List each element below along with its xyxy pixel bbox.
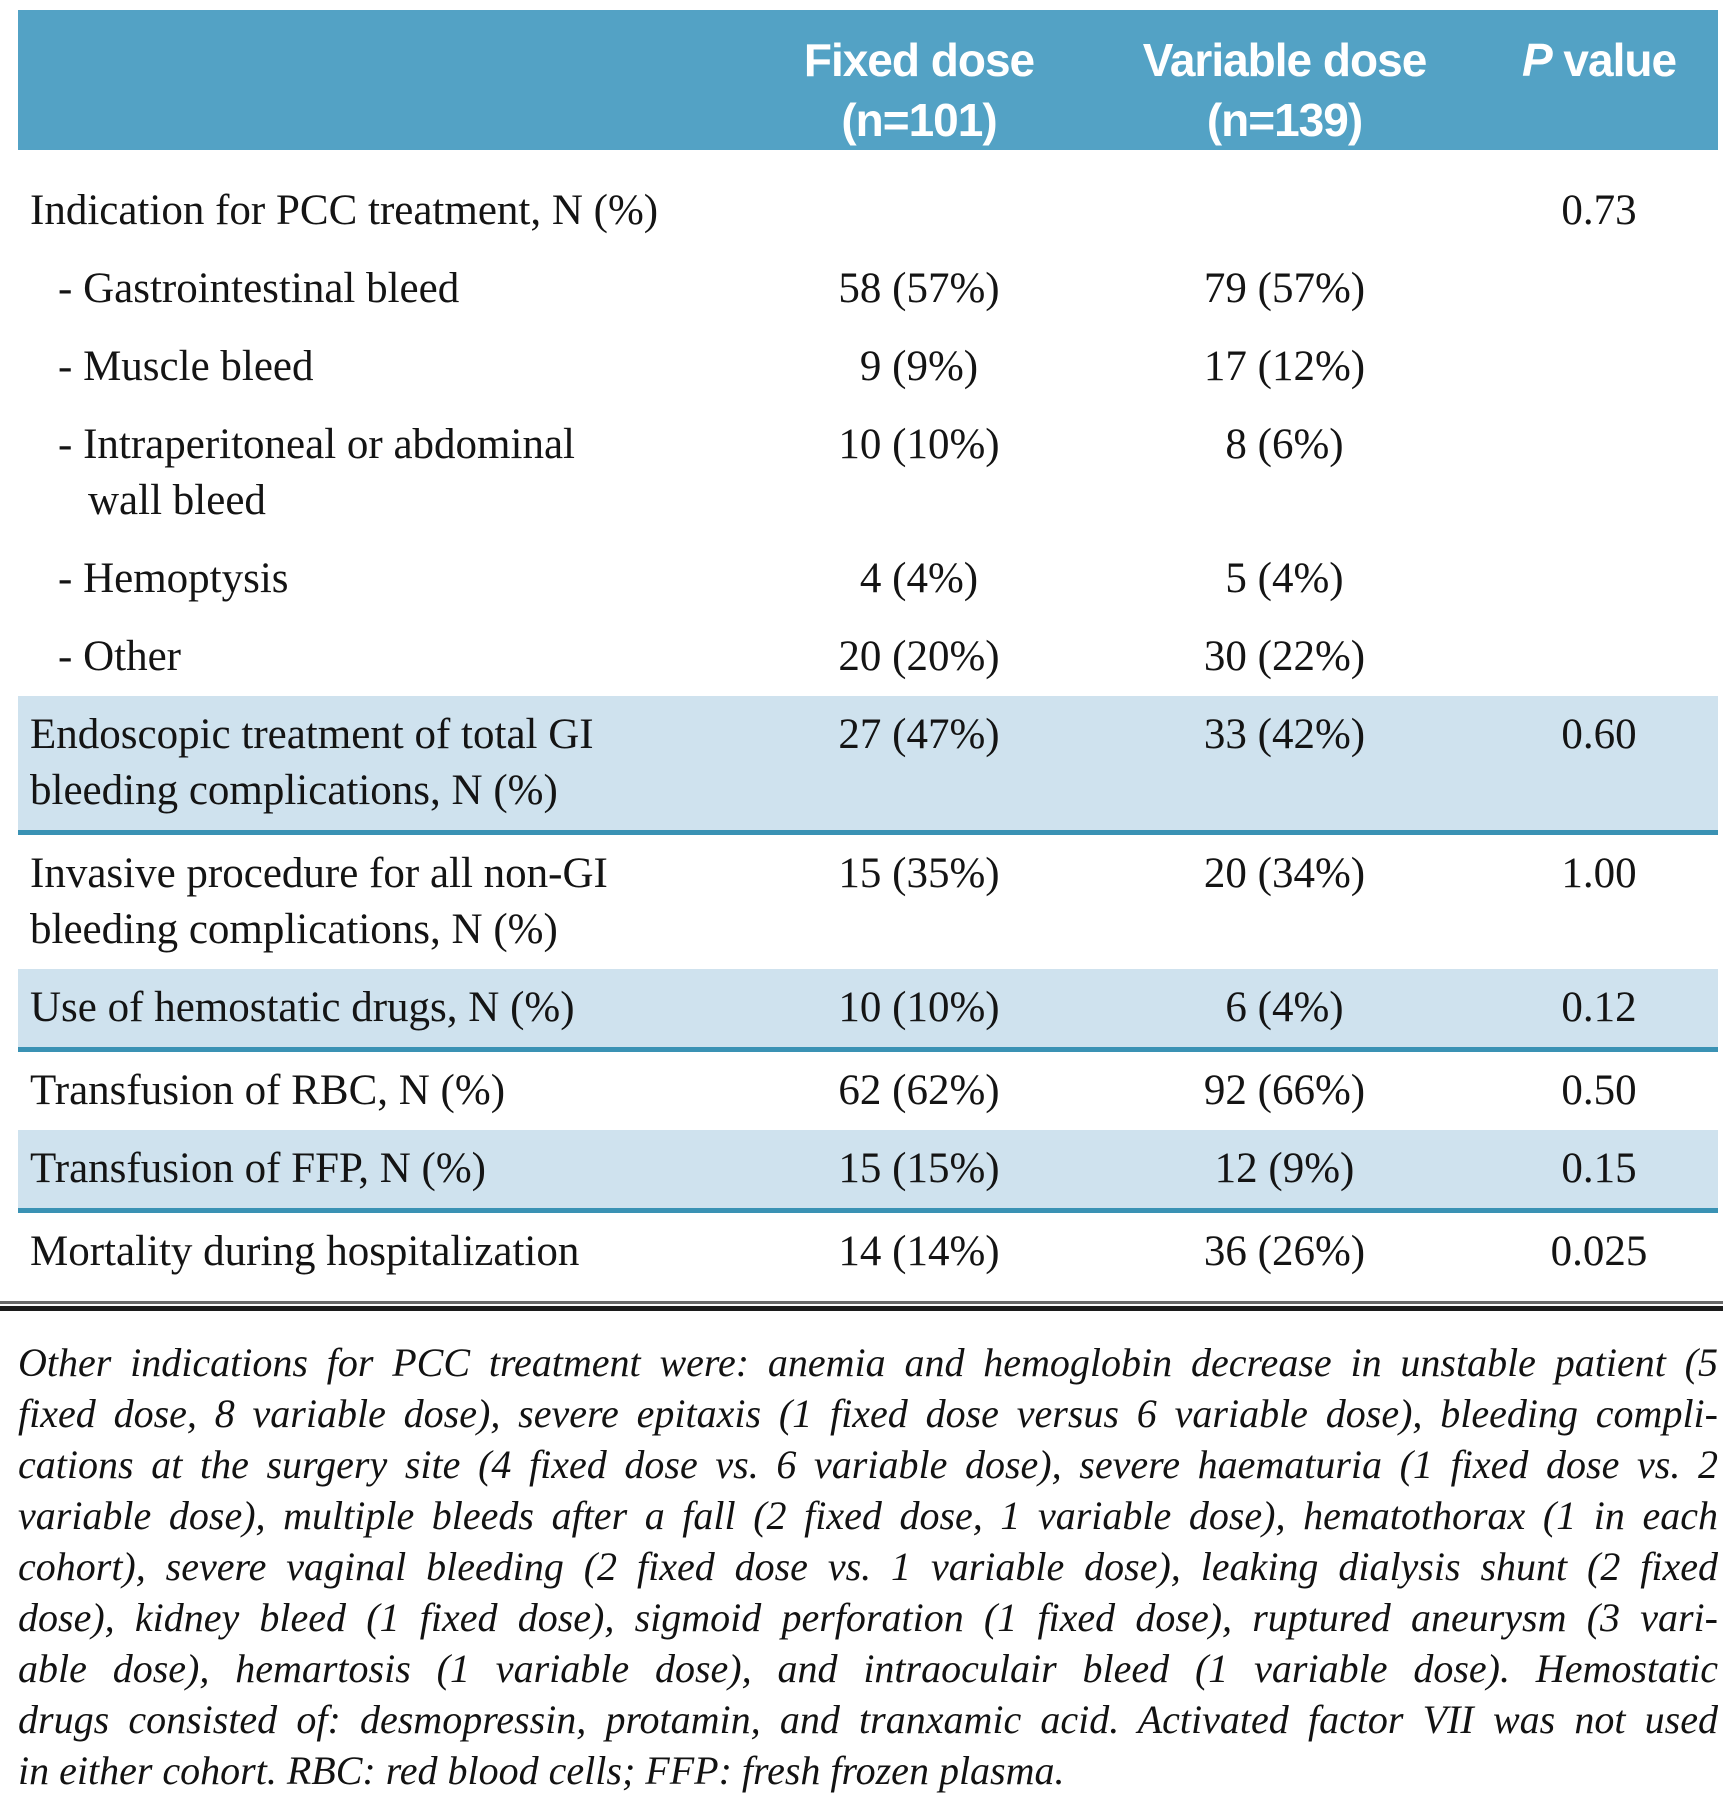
row-label: Transfusion of FFP, N (%): [30, 1145, 486, 1192]
table-row: - Hemoptysis 4 (4%) 5 (4%): [18, 540, 1718, 618]
p-value: 0.60: [1561, 711, 1637, 758]
p-value: 0.50: [1561, 1067, 1637, 1114]
table-row: - Intraperitoneal or abdominal wall blee…: [18, 406, 1718, 540]
row-label: - Intraperitoneal or abdominal: [58, 421, 575, 468]
row-label-cell: Invasive procedure for all non-GI bleedi…: [18, 846, 749, 958]
variable-dose-value: 12 (9%): [1214, 1145, 1355, 1192]
header-fixed-dose-label: Fixed dose: [803, 34, 1035, 86]
row-label-line2: bleeding complications, N (%): [30, 767, 558, 814]
footnote-line: in either cohort. RBC: red blood cells; …: [18, 1748, 1065, 1793]
table-bottom-rule: [0, 1301, 1723, 1311]
fixed-dose-value: 27 (47%): [838, 711, 1000, 758]
fixed-dose-value: 58 (57%): [838, 265, 1000, 312]
footnote-line: dose), kidney bleed (1 fixed dose), sigm…: [18, 1595, 1718, 1640]
pcc-outcomes-table: Fixed dose (n=101) Variable dose (n=139)…: [0, 10, 1723, 1810]
fixed-dose-value: 9 (9%): [859, 343, 979, 390]
row-label: - Other: [58, 633, 181, 680]
header-variable-dose-n: (n=139): [1206, 94, 1363, 146]
footnote-line: able dose), hemartosis (1 variable dose)…: [18, 1646, 1718, 1691]
variable-dose-value: 5 (4%): [1225, 555, 1344, 602]
footnote-line: cations at the surgery site (4 fixed dos…: [18, 1442, 1718, 1487]
row-label: Transfusion of RBC, N (%): [30, 1067, 506, 1114]
footnote: Other indications for PCC treatment were…: [18, 1337, 1718, 1796]
row-label: - Muscle bleed: [58, 343, 314, 390]
row-label-cell: - Muscle bleed: [18, 339, 749, 395]
variable-dose-value: 20 (34%): [1203, 850, 1366, 897]
footnote-line: drugs consisted of: desmopressin, protam…: [18, 1697, 1718, 1742]
row-label-line2: bleeding complications, N (%): [30, 906, 558, 953]
variable-dose-value: 79 (57%): [1203, 265, 1366, 312]
row-label-cell: Mortality during hospitalization: [18, 1224, 749, 1280]
fixed-dose-value: 14 (14%): [838, 1228, 1000, 1275]
row-label: Use of hemostatic drugs, N (%): [30, 984, 575, 1031]
row-label-line2: wall bleed: [88, 477, 266, 524]
p-value: 0.025: [1550, 1228, 1648, 1275]
footnote-line: variable dose), multiple bleeds after a …: [18, 1493, 1718, 1538]
row-label: Invasive procedure for all non-GI: [30, 850, 608, 897]
row-label: Mortality during hospitalization: [30, 1228, 580, 1275]
row-label-cell: Indication for PCC treatment, N (%): [18, 183, 749, 239]
variable-dose-value: 36 (26%): [1203, 1228, 1366, 1275]
row-label-cell: Transfusion of RBC, N (%): [18, 1063, 749, 1119]
row-label-cell: - Intraperitoneal or abdominal wall blee…: [18, 417, 749, 529]
table-row: Mortality during hospitalization 14 (14%…: [18, 1213, 1718, 1291]
row-label: Endoscopic treatment of total GI: [30, 711, 594, 758]
variable-dose-value: 17 (12%): [1203, 343, 1366, 390]
variable-dose-value: 8 (6%): [1225, 421, 1344, 468]
table-row: - Muscle bleed 9 (9%) 17 (12%): [18, 328, 1718, 406]
fixed-dose-value: 15 (15%): [838, 1145, 1000, 1192]
header-p-value: P value: [1480, 30, 1718, 90]
header-fixed-dose-n: (n=101): [841, 94, 997, 146]
table-row: Use of hemostatic drugs, N (%) 10 (10%) …: [18, 969, 1718, 1052]
table-row: Invasive procedure for all non-GI bleedi…: [18, 835, 1718, 969]
header-variable-dose-label: Variable dose: [1142, 34, 1428, 86]
row-label: - Gastrointestinal bleed: [58, 265, 460, 312]
row-label-cell: Use of hemostatic drugs, N (%): [18, 980, 749, 1036]
p-value: 0.73: [1561, 187, 1637, 234]
p-value: 1.00: [1561, 850, 1637, 897]
variable-dose-value: 92 (66%): [1203, 1067, 1366, 1114]
table-row: Transfusion of FFP, N (%) 15 (15%) 12 (9…: [18, 1130, 1718, 1213]
row-label-cell: - Hemoptysis: [18, 551, 749, 607]
fixed-dose-value: 10 (10%): [838, 984, 1000, 1031]
table-row: - Gastrointestinal bleed 58 (57%) 79 (57…: [18, 250, 1718, 328]
p-symbol: P: [1521, 34, 1553, 86]
header-variable-dose: Variable dose (n=139): [1089, 30, 1480, 150]
variable-dose-value: 30 (22%): [1203, 633, 1366, 680]
footnote-line: Other indications for PCC treatment were…: [18, 1340, 1718, 1385]
p-value: 0.15: [1561, 1145, 1637, 1192]
footnote-line: cohort), severe vaginal bleeding (2 fixe…: [18, 1544, 1718, 1589]
table-header: Fixed dose (n=101) Variable dose (n=139)…: [18, 10, 1718, 150]
row-label: - Hemoptysis: [58, 555, 289, 602]
row-label-cell: - Gastrointestinal bleed: [18, 261, 749, 317]
fixed-dose-value: 4 (4%): [859, 555, 979, 602]
header-p-value-label: P value: [1480, 30, 1718, 90]
table-row: - Other 20 (20%) 30 (22%): [18, 618, 1718, 696]
variable-dose-value: 33 (42%): [1203, 711, 1366, 758]
row-label-cell: - Other: [18, 629, 749, 685]
fixed-dose-value: 15 (35%): [838, 850, 1000, 897]
header-fixed-dose: Fixed dose (n=101): [749, 30, 1089, 150]
row-label: Indication for PCC treatment, N (%): [30, 187, 659, 234]
row-label-cell: Transfusion of FFP, N (%): [18, 1141, 749, 1197]
table-row: Transfusion of RBC, N (%) 62 (62%) 92 (6…: [18, 1052, 1718, 1130]
p-value-word: value: [1551, 34, 1677, 86]
table-row: Endoscopic treatment of total GI bleedin…: [18, 696, 1718, 835]
fixed-dose-value: 10 (10%): [838, 421, 1000, 468]
variable-dose-value: 6 (4%): [1225, 984, 1344, 1031]
fixed-dose-value: 20 (20%): [838, 633, 1000, 680]
row-label-cell: Endoscopic treatment of total GI bleedin…: [18, 707, 749, 819]
table-row: Indication for PCC treatment, N (%) 0.73: [18, 172, 1718, 250]
table-body: Indication for PCC treatment, N (%) 0.73…: [18, 172, 1718, 1291]
fixed-dose-value: 62 (62%): [838, 1067, 1000, 1114]
p-value: 0.12: [1561, 984, 1637, 1031]
footnote-line: fixed dose, 8 variable dose), severe epi…: [18, 1391, 1718, 1436]
